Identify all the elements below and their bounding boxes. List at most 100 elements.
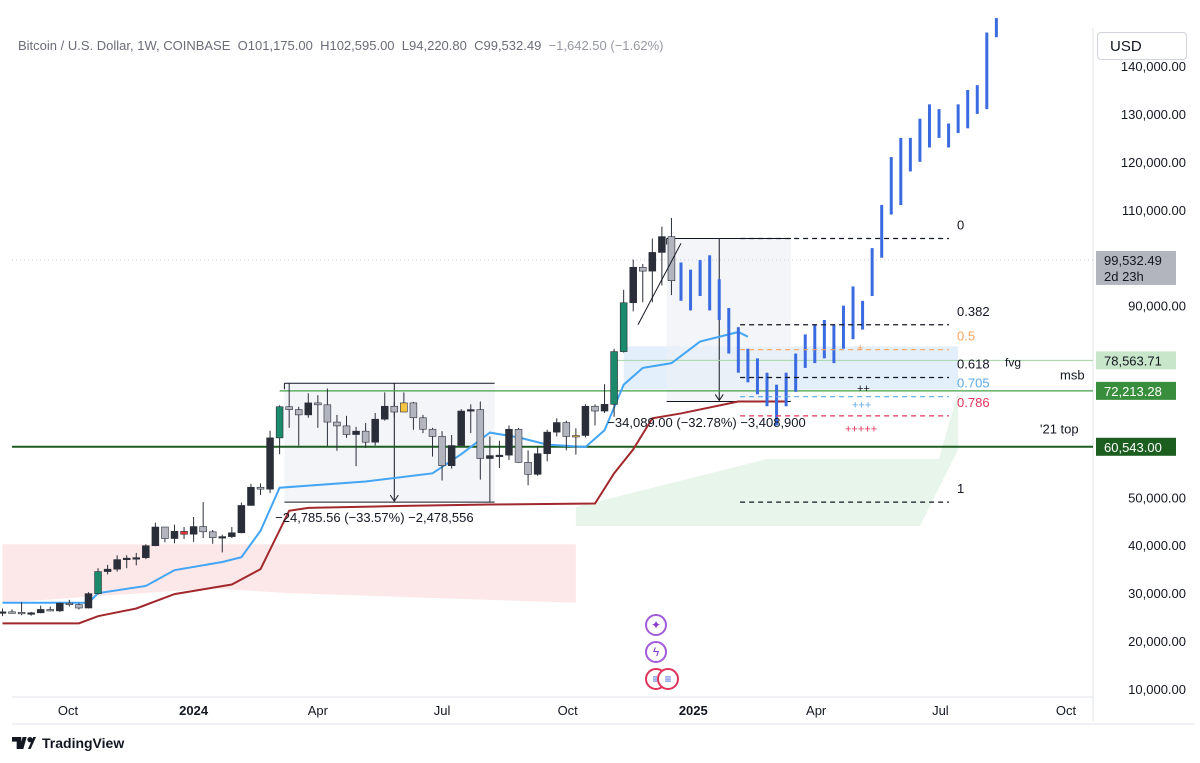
y-tick-label: 40,000.00: [1128, 538, 1186, 553]
candle-body: [65, 602, 74, 606]
candle-body: [323, 404, 332, 423]
candle-body: [400, 402, 408, 413]
candle-body: [0, 611, 7, 614]
y-tick-label: 50,000.00: [1128, 490, 1186, 505]
candle-body: [237, 505, 246, 534]
candle-body: [553, 422, 561, 433]
candle-body: [591, 405, 599, 412]
marker-plus-red: +++++: [845, 424, 877, 436]
y-tick-label: 130,000.00: [1121, 107, 1186, 122]
candle-body: [75, 604, 83, 609]
y-tick-label: 10,000.00: [1128, 682, 1186, 697]
x-tick-label: 2025: [679, 703, 708, 718]
candle-body: [256, 486, 265, 490]
candle-body: [46, 609, 54, 612]
price-axis-label-bg: [1096, 381, 1176, 400]
candle-body: [476, 409, 485, 459]
candle-body: [285, 406, 293, 410]
candle-body: [199, 526, 207, 533]
y-tick-label: 120,000.00: [1121, 155, 1186, 170]
fib-level-label: 0: [957, 218, 964, 233]
candle-body: [122, 557, 131, 560]
candle-body: [352, 430, 360, 435]
candle-body: [543, 431, 551, 454]
candle-body: [639, 266, 647, 272]
y-tick-label: 140,000.00: [1121, 59, 1186, 74]
candle-body: [333, 421, 341, 427]
x-tick-label: Oct: [558, 703, 579, 718]
fvg-label: fvg: [1005, 355, 1021, 369]
fib-level-label: 0.618: [957, 357, 990, 372]
top-2021-label: '21 top: [1040, 422, 1079, 437]
candle-body: [438, 436, 446, 466]
candle-body: [17, 612, 26, 615]
x-tick-label: Oct: [1056, 703, 1077, 718]
candle-body: [314, 402, 322, 406]
y-tick-label: 30,000.00: [1128, 586, 1186, 601]
low-value: 94,220.80: [409, 38, 467, 53]
candle-body: [495, 454, 504, 457]
marker-plus-blue: +++: [852, 400, 871, 412]
candle-body: [27, 612, 35, 615]
candle-body: [8, 611, 16, 614]
candle-body: [371, 418, 379, 443]
us-flag-event-icon[interactable]: ≡: [657, 668, 679, 690]
currency-button[interactable]: USD: [1097, 32, 1187, 60]
candle-body: [572, 435, 580, 438]
candle-body: [304, 402, 313, 416]
candle-body: [170, 531, 179, 539]
msb-label: msb: [1060, 367, 1085, 382]
close-value: 99,532.49: [483, 38, 542, 53]
candle-body: [361, 430, 370, 443]
y-tick-label: 20,000.00: [1128, 634, 1186, 649]
x-tick-label: 2024: [179, 703, 209, 718]
lightning-event-icon[interactable]: ϟ: [645, 641, 667, 663]
candle-body: [113, 559, 121, 570]
candle-body: [36, 609, 45, 614]
candle-body: [247, 486, 255, 506]
candle-body: [658, 236, 666, 253]
price-axis-label: 99,532.49: [1104, 253, 1162, 268]
price-axis-countdown: 2d 23h: [1104, 269, 1144, 284]
fib-level-label: 1: [957, 481, 964, 496]
x-tick-label: Oct: [58, 703, 79, 718]
candle-body: [629, 266, 637, 304]
fib-level-label: 0.5: [957, 329, 975, 344]
candle-body: [132, 557, 141, 560]
trend-line: [637, 243, 682, 326]
x-tick-label: Jul: [932, 703, 949, 718]
blue-conversion-line: [2, 330, 749, 604]
candle-body: [486, 455, 494, 459]
red-baseline: [2, 400, 787, 625]
candle-body: [228, 532, 236, 537]
measure-arrow-head: [389, 494, 399, 503]
y-tick-label: 110,000.00: [1122, 203, 1186, 218]
ohlc-legend: Bitcoin / U.S. Dollar, 1W, COINBASE O101…: [18, 38, 664, 53]
green-cloud: [575, 391, 959, 527]
measure-arrow-head: [714, 394, 724, 402]
x-tick-label: Jul: [434, 703, 451, 718]
candle-body: [533, 453, 542, 475]
fib-level-label: 0.786: [957, 395, 990, 410]
candle-body: [524, 462, 532, 475]
tradingview-brand[interactable]: TradingView: [12, 735, 124, 751]
change-value: −1,642.50 (−1.62%): [548, 38, 664, 53]
price-axis-label-bg: [1096, 351, 1176, 370]
price-axis-label: 60,543.00: [1104, 440, 1162, 455]
candle-body: [103, 568, 112, 572]
star-event-icon[interactable]: ✦: [645, 614, 667, 636]
marker-plus-orange: +: [857, 343, 863, 355]
candle-body: [419, 417, 427, 430]
candle-body: [151, 526, 160, 547]
price-axis-label: 72,213.28: [1104, 384, 1162, 399]
candle-body: [457, 410, 465, 446]
symbol-title: Bitcoin / U.S. Dollar, 1W, COINBASE: [18, 38, 231, 53]
candle-body: [56, 602, 64, 612]
candle-body: [275, 406, 284, 439]
measure-label-2: −34,089.00 (−32.78%) −3,408,900: [607, 415, 805, 430]
candle-body: [266, 437, 274, 490]
candle-body: [180, 531, 188, 535]
candle-body: [600, 404, 609, 412]
candle-body: [294, 409, 303, 416]
